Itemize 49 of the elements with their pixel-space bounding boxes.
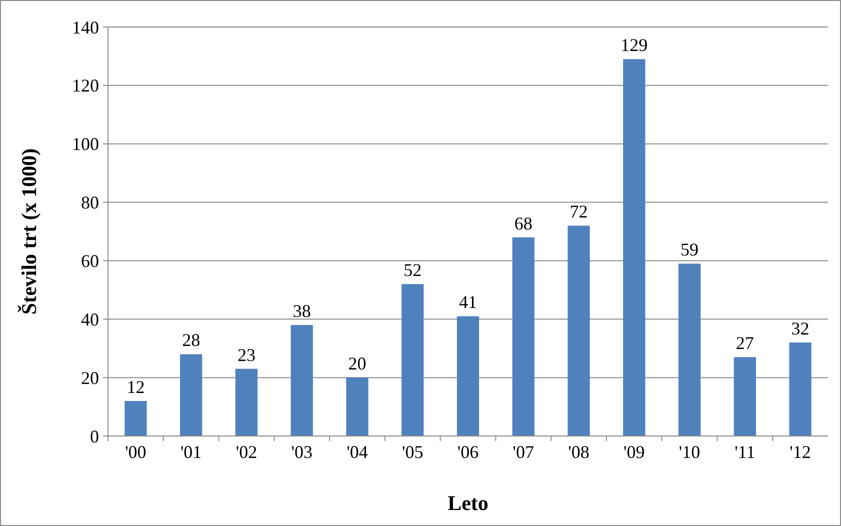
- bar: [623, 59, 646, 436]
- x-tick-label: '01: [180, 442, 202, 462]
- y-tick-label: 0: [90, 426, 99, 446]
- y-tick-label: 60: [81, 251, 99, 272]
- data-label: 28: [182, 330, 200, 350]
- bar: [402, 284, 424, 436]
- x-tick-label: '08: [568, 442, 590, 462]
- data-label: 41: [459, 292, 477, 312]
- bar: [235, 368, 258, 436]
- x-tick-label: '06: [457, 442, 479, 462]
- bar: [124, 400, 147, 436]
- data-label: 68: [514, 213, 532, 234]
- y-axis-title: Število trt (x 1000): [17, 148, 41, 315]
- y-tick-label: 80: [81, 192, 99, 213]
- x-axis-title: Leto: [448, 491, 488, 515]
- x-tick-label: '04: [346, 442, 368, 462]
- x-tick-label: '02: [236, 442, 258, 462]
- data-label: 20: [348, 354, 366, 374]
- data-label: 129: [620, 35, 648, 56]
- bar: [346, 378, 368, 436]
- x-tick-label: '09: [624, 442, 645, 462]
- data-label: 32: [791, 318, 810, 339]
- data-label: 23: [237, 344, 256, 365]
- x-tick-label: '10: [678, 442, 700, 462]
- bar: [456, 316, 480, 436]
- bar: [678, 264, 701, 436]
- data-label: 27: [736, 333, 754, 354]
- x-tick-label: '05: [402, 442, 424, 462]
- y-tick-label: 120: [72, 76, 99, 96]
- data-label: 38: [292, 300, 311, 321]
- y-tick-label: 140: [72, 17, 99, 38]
- data-label: 12: [126, 376, 145, 397]
- x-tick-label: '12: [790, 442, 811, 462]
- x-tick-label: '11: [734, 442, 756, 462]
- y-tick-label: 100: [72, 134, 99, 154]
- bar: [290, 324, 313, 436]
- x-tick-label: '07: [512, 442, 534, 462]
- bar: [512, 237, 534, 436]
- data-label: 59: [680, 240, 699, 260]
- bar: [180, 354, 202, 436]
- data-label: 52: [404, 260, 422, 280]
- y-tick-label: 20: [81, 368, 99, 388]
- bar: [789, 342, 812, 436]
- data-label: 72: [570, 202, 588, 222]
- bar: [734, 357, 756, 436]
- x-tick-label: '00: [125, 442, 146, 462]
- bar: [568, 226, 590, 436]
- y-tick-label: 40: [81, 309, 99, 330]
- x-tick-label: '03: [291, 442, 312, 462]
